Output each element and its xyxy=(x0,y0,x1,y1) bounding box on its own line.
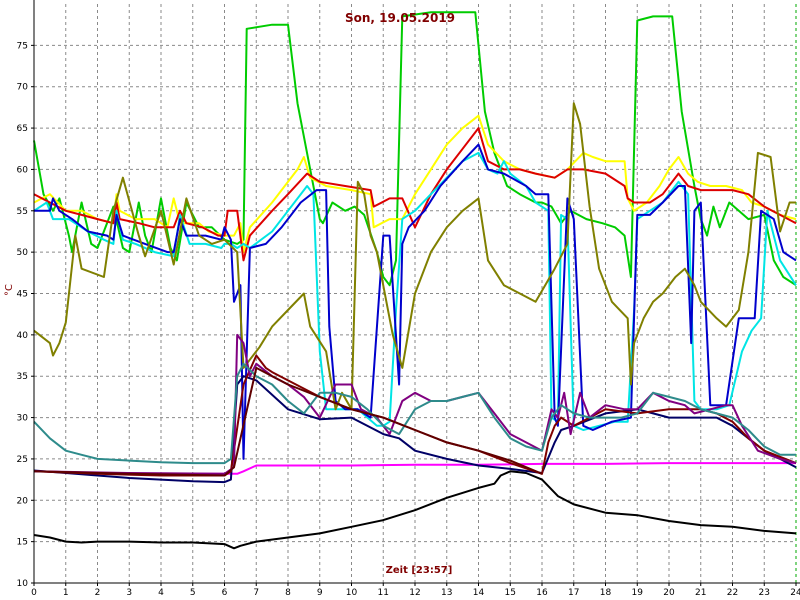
series-line-6 xyxy=(33,102,796,411)
x-tick-label: 2 xyxy=(95,588,101,598)
y-tick-label: 10 xyxy=(17,579,29,589)
y-tick-label: 65 xyxy=(17,124,28,134)
x-tick-label: 21 xyxy=(695,588,706,598)
series-line-3 xyxy=(33,127,797,262)
grid-lines xyxy=(34,4,797,584)
y-tick-label: 25 xyxy=(17,455,28,465)
series-line-13 xyxy=(33,366,543,477)
y-tick-labels: 10 15 20 25 30 35 40 45 50 55 60 65 70 75 xyxy=(17,41,34,589)
y-tick-label: 40 xyxy=(17,331,29,341)
x-tick-label: 9 xyxy=(317,588,323,598)
series-line-9 xyxy=(33,375,797,484)
x-tick-label: 19 xyxy=(632,588,644,598)
x-tick-label: 14 xyxy=(473,588,485,598)
x-tick-label: 11 xyxy=(378,588,389,598)
x-tick-label: 16 xyxy=(536,588,548,598)
x-tick-label: 13 xyxy=(441,588,452,598)
series-layer xyxy=(33,11,797,550)
y-tick-label: 45 xyxy=(17,290,28,300)
x-tick-label: 0 xyxy=(31,588,37,598)
y-tick-label: 60 xyxy=(17,165,29,175)
y-tick-label: 55 xyxy=(17,207,28,217)
x-tick-label: 12 xyxy=(409,588,420,598)
x-tick-label: 1 xyxy=(63,588,69,598)
x-tick-labels: 0 1 2 3 4 5 6 7 8 9 10 11 12 13 14 15 16 17 18 19 20 21 22 23 24 xyxy=(31,583,800,598)
x-tick-label: 5 xyxy=(190,588,196,598)
series-line-11 xyxy=(33,333,797,475)
x-tick-label: 4 xyxy=(158,588,164,598)
x-tick-label: 3 xyxy=(126,588,132,598)
x-tick-label: 22 xyxy=(727,588,738,598)
x-tick-label: 18 xyxy=(600,588,612,598)
x-tick-label: 7 xyxy=(253,588,259,598)
y-tick-label: 30 xyxy=(17,414,29,424)
axes xyxy=(33,0,800,584)
x-tick-label: 17 xyxy=(568,588,579,598)
chart-title: Son, 19.05.2019 xyxy=(345,11,455,25)
series-line-1 xyxy=(33,11,797,287)
y-tick-label: 15 xyxy=(17,538,28,548)
x-tick-label: 23 xyxy=(759,588,770,598)
y-tick-label: 50 xyxy=(17,248,29,258)
x-tick-label: 8 xyxy=(285,588,291,598)
y-axis-label: °C xyxy=(4,284,15,296)
x-tick-label: 20 xyxy=(663,588,675,598)
x-tick-label: 24 xyxy=(790,588,800,598)
y-tick-label: 70 xyxy=(17,83,29,93)
x-tick-label: 15 xyxy=(505,588,516,598)
y-tick-label: 20 xyxy=(17,496,29,506)
x-tick-label: 10 xyxy=(346,588,358,598)
y-tick-label: 75 xyxy=(17,41,28,51)
series-line-8 xyxy=(33,470,797,550)
x-axis-label: Zeit [23:57] xyxy=(386,565,453,576)
series-line-12 xyxy=(33,362,796,465)
x-tick-label: 6 xyxy=(222,588,228,598)
y-tick-label: 35 xyxy=(17,372,28,382)
